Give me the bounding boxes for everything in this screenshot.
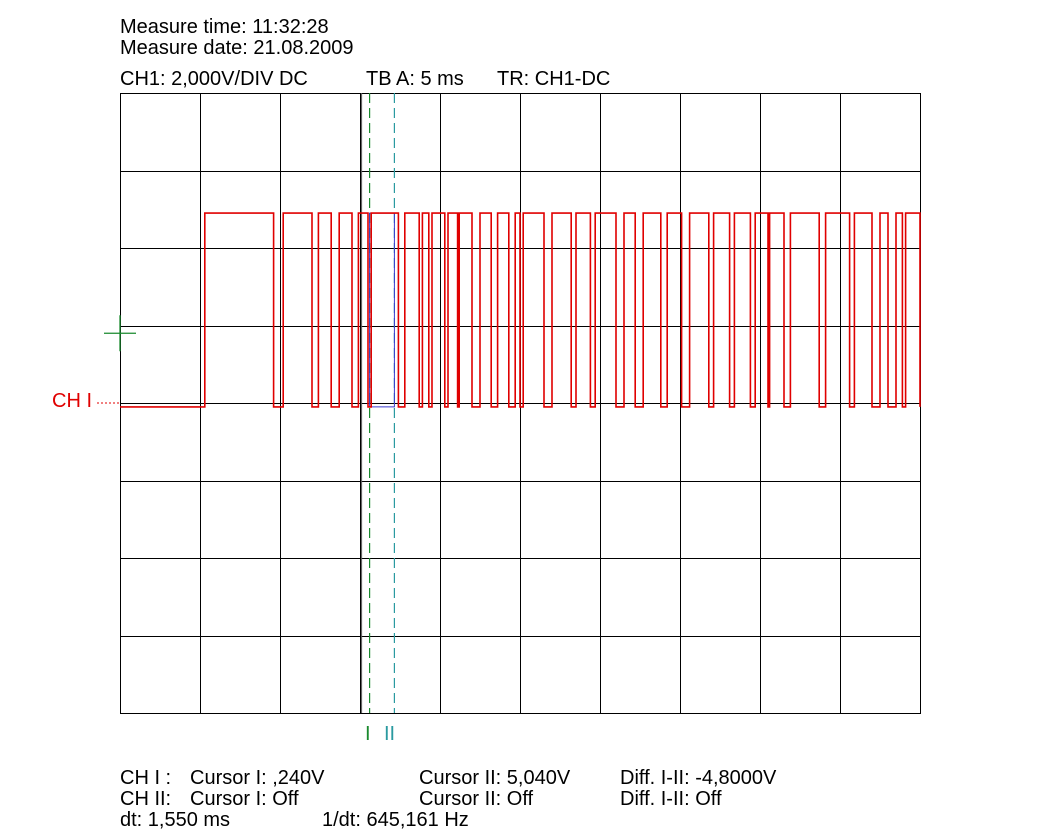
ch2-diff-value: Diff. I-II: Off xyxy=(620,788,722,810)
measure-date: Measure date: 21.08.2009 xyxy=(120,37,354,59)
ch1-cursor1-value: Cursor I: ,240V xyxy=(190,767,325,789)
ch1-cursor2-value: Cursor II: 5,040V xyxy=(419,767,571,789)
ch2-readout-prefix: CH II: xyxy=(120,788,172,810)
ch1-trace xyxy=(120,212,921,408)
cursor-window-box xyxy=(369,212,395,408)
grid xyxy=(120,93,921,714)
ch2-cursor2-value: Cursor II: Off xyxy=(419,788,534,810)
ch1-setting: CH1: 2,000V/DIV DC xyxy=(120,68,308,90)
markers xyxy=(97,315,136,404)
cursor2-label: II xyxy=(384,723,396,745)
measure-time: Measure time: 11:32:28 xyxy=(120,16,329,38)
ch1-diff-value: Diff. I-II: -4,8000V xyxy=(620,767,777,789)
ch2-cursor1-value: Cursor I: Off xyxy=(190,788,299,810)
trigger-setting: TR: CH1-DC xyxy=(497,68,611,90)
ch1-readout-prefix: CH I : xyxy=(120,767,172,789)
cursor1-label: I xyxy=(365,723,371,745)
inverse-dt-value: 1/dt: 645,161 Hz xyxy=(322,809,469,831)
trace-layer xyxy=(120,212,921,408)
channel-label: CH I xyxy=(52,390,92,412)
timebase-setting: TB A: 5 ms xyxy=(366,68,464,90)
dt-value: dt: 1,550 ms xyxy=(120,809,231,831)
